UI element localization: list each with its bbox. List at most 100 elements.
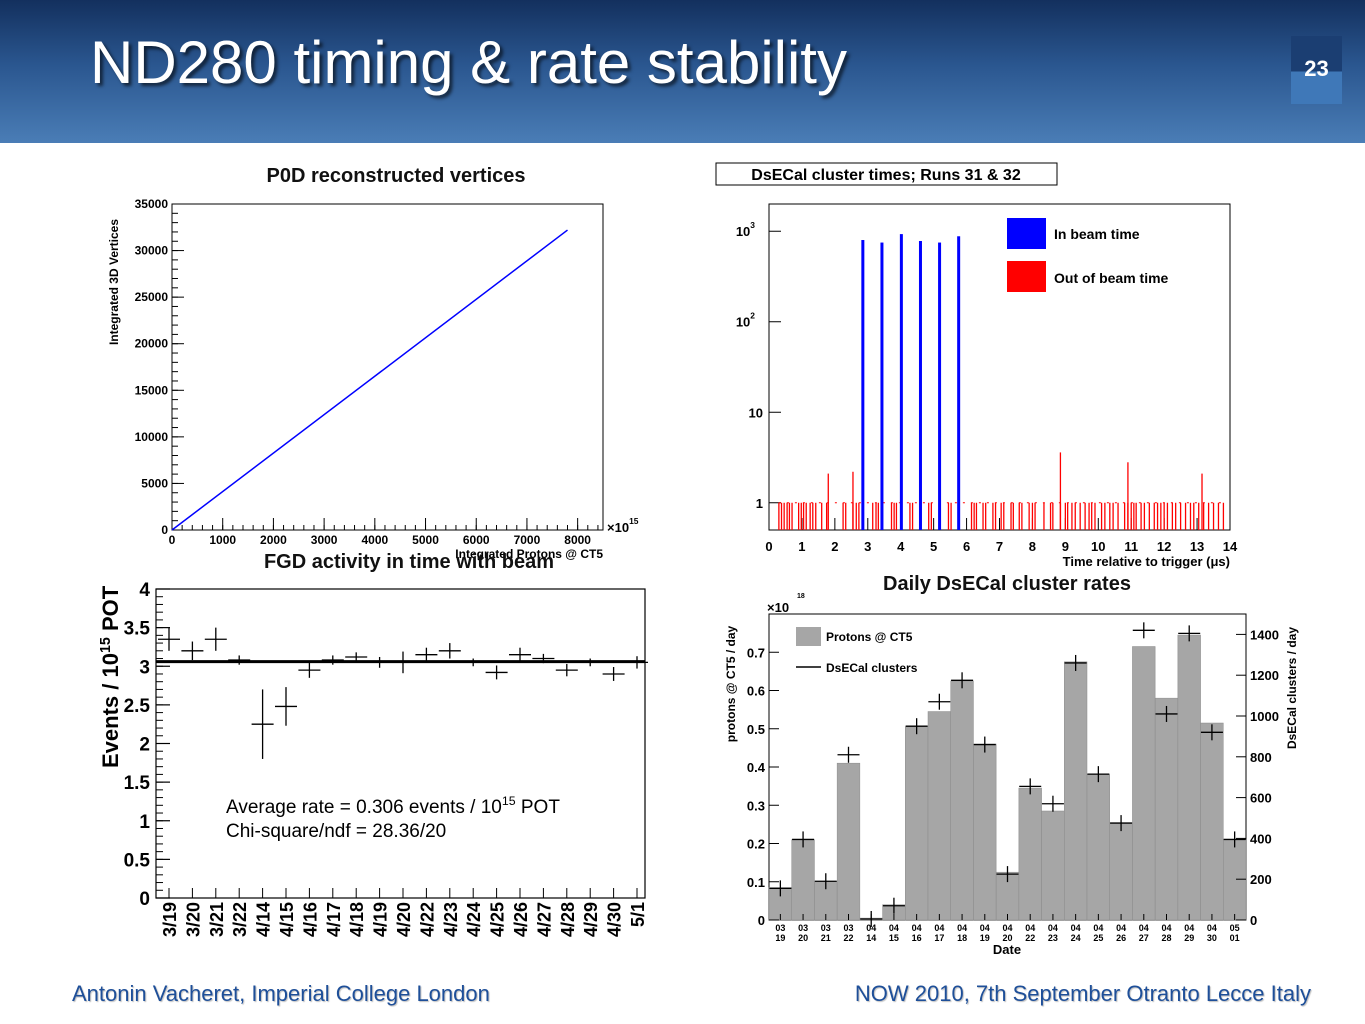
protons-bar	[1132, 646, 1156, 921]
daily-rates-x-tick-month: 03	[798, 923, 808, 933]
daily-rates-x-tick-month: 04	[889, 923, 899, 933]
p0d-x-tick-label: 3000	[311, 533, 338, 547]
fgd-y-tick-label: 3.5	[124, 619, 151, 640]
dsecal-clusters-point	[882, 897, 905, 914]
fgd-data-point	[438, 643, 461, 659]
fgd-x-tick-label: 4/15	[277, 902, 297, 937]
p0d-y-tick-label: 20000	[135, 337, 169, 351]
protons-bar	[1177, 634, 1201, 921]
fgd-x-tick-label: 4/17	[324, 902, 344, 937]
protons-bar	[1041, 810, 1065, 921]
daily-rates-left-tick-label: 0.7	[747, 645, 765, 660]
fgd-y-tick-label: 1	[139, 812, 150, 833]
fgd-y-tick-label: 1.5	[124, 773, 151, 794]
dsecal-times-x-tick-label: 10	[1091, 539, 1105, 554]
dsecal-clusters-point	[814, 873, 837, 890]
daily-rates-chart-title: Daily DsECal cluster rates	[883, 573, 1131, 595]
p0d-x-tick-label: 8000	[564, 533, 591, 547]
protons-bar	[927, 711, 951, 921]
dsecal-clusters-point	[1110, 815, 1133, 832]
fgd-data-point	[415, 647, 438, 662]
fgd-data-point	[181, 641, 204, 661]
daily-rates-right-tick-label: 1200	[1250, 668, 1279, 683]
fgd-x-tick-label: 4/28	[558, 902, 578, 937]
daily-rates-left-multiplier-exp: 18	[797, 593, 805, 600]
page-number-badge: 23	[1291, 36, 1342, 104]
fgd-chi-square-annotation: Chi-square/ndf = 28.36/20	[226, 821, 446, 842]
dsecal-times-plot-frame	[768, 203, 1231, 531]
dsecal-times-x-tick-label: 2	[831, 539, 838, 554]
fgd-data-point	[228, 655, 251, 665]
daily-rates-x-tick-month: 04	[1184, 923, 1194, 933]
in-beam-spike	[899, 234, 903, 531]
dsecal-clusters-point	[837, 746, 860, 763]
fgd-data-point	[532, 653, 555, 664]
protons-bar	[791, 839, 815, 921]
p0d-x-axis-label: Integrated Protons @ CT5	[455, 547, 603, 561]
daily-rates-left-tick-label: 0.1	[747, 875, 765, 890]
fgd-average-rate-annotation: Average rate = 0.306 events / 1015 POT	[226, 794, 560, 818]
daily-rates-x-tick-month: 04	[1139, 923, 1149, 933]
fgd-data-point	[345, 652, 368, 662]
fgd-x-tick-label: 4/18	[347, 902, 367, 937]
dsecal-times-x-tick-label: 3	[864, 539, 871, 554]
fgd-data-point	[579, 658, 602, 667]
daily-rates-right-tick-label: 0	[1250, 913, 1257, 928]
p0d-chart-title: P0D reconstructed vertices	[266, 165, 525, 187]
daily-rates-x-tick-month: 04	[1207, 923, 1217, 933]
fgd-x-tick-label: 3/20	[183, 902, 203, 937]
p0d-y-tick-label: 15000	[135, 383, 169, 397]
fgd-data-point	[321, 655, 344, 665]
daily-rates-right-tick-label: 600	[1250, 791, 1272, 806]
protons-bar	[1200, 722, 1224, 921]
daily-rates-left-tick-label: 0.5	[747, 722, 765, 737]
protons-bar	[1018, 787, 1042, 921]
daily-rates-right-tick-label: 800	[1250, 750, 1272, 765]
dsecal-clusters-point	[996, 866, 1019, 883]
dsecal-times-x-tick-label: 9	[1062, 539, 1069, 554]
dsecal-clusters-point	[973, 736, 996, 753]
daily-rates-x-tick-day: 23	[1048, 933, 1058, 943]
protons-bar	[1109, 822, 1133, 921]
p0d-y-tick-label: 10000	[135, 430, 169, 444]
protons-bar	[973, 743, 997, 921]
daily-rates-x-tick-month: 03	[775, 923, 785, 933]
fgd-x-tick-label: 4/14	[254, 902, 274, 937]
daily-rates-x-tick-day: 28	[1161, 933, 1171, 943]
fgd-data-point	[204, 627, 227, 651]
daily-rates-right-tick-label: 1400	[1250, 627, 1279, 642]
legend-out-of-beam-label: Out of beam time	[1054, 270, 1169, 286]
fgd-y-tick-label: 2.5	[124, 696, 151, 717]
fgd-x-tick-label: 3/19	[160, 902, 180, 937]
in-beam-spike	[918, 241, 922, 530]
dsecal-clusters-point	[1019, 778, 1042, 795]
daily-rates-x-tick-day: 19	[775, 933, 785, 943]
daily-rates-x-tick-day: 27	[1139, 933, 1149, 943]
p0d-x-tick-label: 4000	[361, 533, 388, 547]
daily-rates-x-tick-month: 03	[821, 923, 831, 933]
dsecal-times-x-tick-label: 6	[963, 539, 970, 554]
dsecal-times-title-box	[715, 162, 1058, 186]
protons-bar	[836, 762, 861, 921]
fgd-x-tick-label: 4/20	[394, 902, 414, 937]
daily-rates-x-tick-day: 29	[1184, 933, 1194, 943]
daily-rates-x-tick-day: 15	[889, 933, 899, 943]
in-beam-spike	[938, 242, 942, 531]
dsecal-times-x-tick-label: 12	[1157, 539, 1171, 554]
daily-rates-x-tick-month: 04	[1025, 923, 1035, 933]
fgd-data-point	[392, 651, 414, 674]
fgd-data-point	[251, 689, 274, 759]
fgd-data-point	[602, 667, 625, 681]
fgd-data-point	[368, 656, 391, 668]
daily-rates-x-tick-day: 25	[1093, 933, 1103, 943]
daily-rates-left-axis-label: protons @ CT5 / day	[724, 625, 738, 742]
protons-bar	[1064, 661, 1088, 921]
daily-rates-right-tick-label: 400	[1250, 831, 1272, 846]
dsecal-clusters-point	[905, 718, 928, 735]
daily-rates-x-tick-month: 04	[1161, 923, 1171, 933]
fgd-data-point	[298, 662, 321, 678]
daily-rates-x-tick-day: 14	[866, 933, 876, 943]
daily-rates-x-tick-day: 26	[1116, 933, 1126, 943]
legend-protons-label: Protons @ CT5	[826, 630, 913, 644]
fgd-plot-frame	[155, 588, 646, 899]
